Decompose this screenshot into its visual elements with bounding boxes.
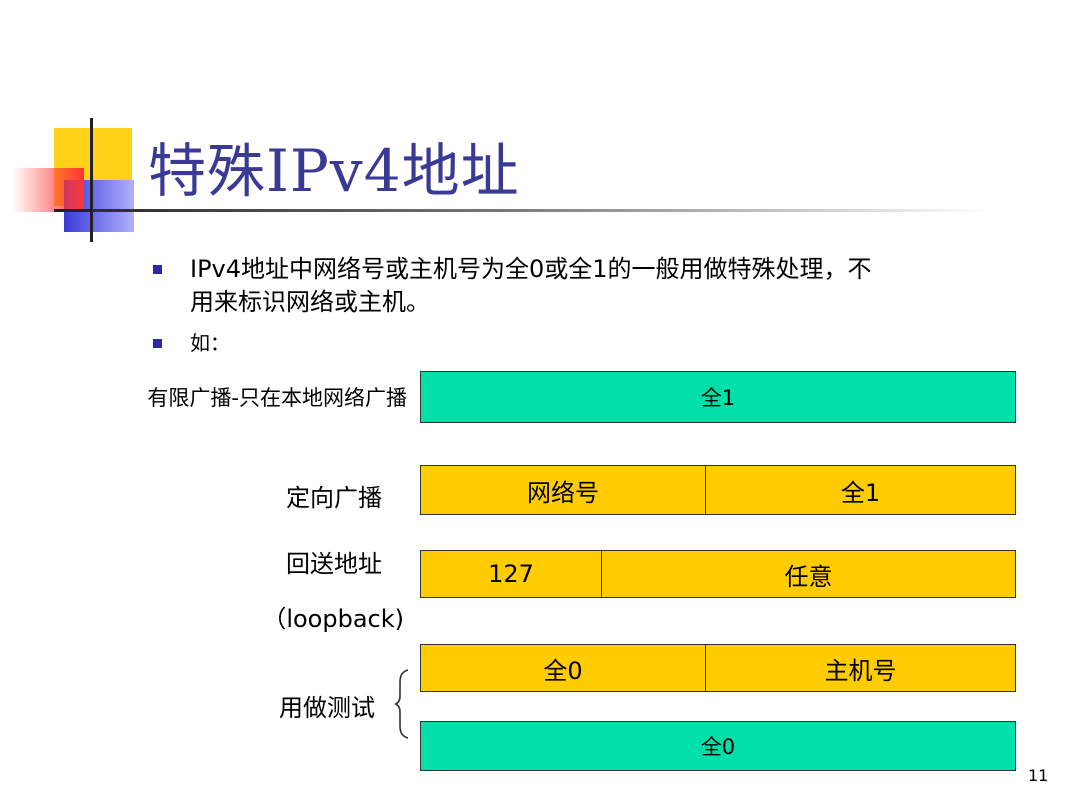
any-host-cell: 任意 (601, 551, 1015, 597)
testing-bar: 全0 主机号 (420, 644, 1016, 692)
all-zeros-cell: 全0 (421, 722, 1015, 770)
host-number-cell: 主机号 (705, 645, 1015, 691)
bullet-text-line1: IPv4地址中网络号或主机号为全0或全1的一般用做特殊处理，不 (190, 255, 872, 283)
slide-number: 11 (1028, 766, 1049, 785)
decor-horizontal-line (54, 209, 94, 212)
decor-red-bar (12, 168, 84, 212)
directed-broadcast-bar: 网络号 全1 (420, 465, 1016, 515)
brace-icon (394, 669, 409, 739)
bullet-marker (153, 265, 162, 274)
limited-broadcast-bar: 全1 (420, 371, 1016, 423)
all-ones-cell: 全1 (705, 466, 1015, 514)
network-number-cell: 网络号 (421, 466, 705, 514)
label-loopback: 回送地址 (286, 550, 382, 578)
label-testing: 用做测试 (279, 694, 375, 722)
bullet-text-example: 如： (190, 331, 230, 355)
all-ones-cell: 全1 (421, 372, 1015, 422)
loopback-network-cell: 127 (421, 551, 601, 597)
all-zeros-bar: 全0 (420, 721, 1016, 771)
label-loopback-en: （loopback) (262, 605, 404, 633)
decor-vertical-line (90, 118, 93, 242)
slide-title: 特殊IPv4地址 (148, 137, 520, 205)
bullet-marker (153, 339, 162, 348)
loopback-bar: 127 任意 (420, 550, 1016, 598)
label-limited-broadcast: 有限广播-只在本地网络广播 (147, 386, 407, 410)
label-directed-broadcast: 定向广播 (286, 484, 382, 512)
all-zeros-cell: 全0 (421, 645, 705, 691)
bullet-text-line2: 用来标识网络或主机。 (190, 288, 430, 316)
title-underline (92, 209, 992, 212)
